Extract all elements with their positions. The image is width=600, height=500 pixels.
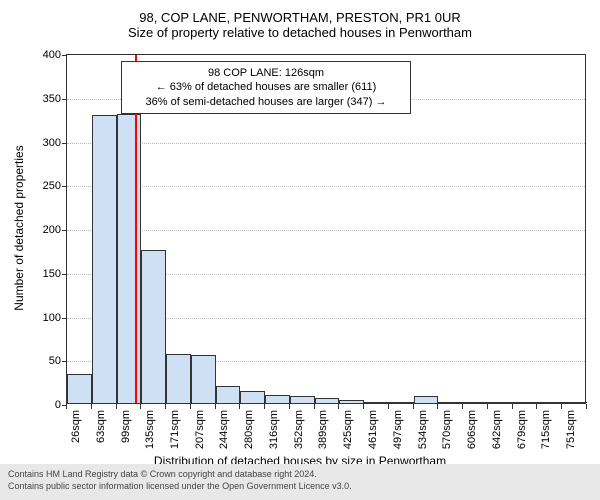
x-tick-mark xyxy=(165,404,166,409)
x-tick-mark xyxy=(388,404,389,409)
x-tick-mark xyxy=(289,404,290,409)
histogram-bar xyxy=(537,402,562,403)
x-tick-label: 497sqm xyxy=(392,410,404,449)
histogram-bar xyxy=(216,386,241,404)
callout-line-2: ← 63% of detached houses are smaller (61… xyxy=(128,80,404,94)
y-tick-label: 50 xyxy=(29,355,61,367)
histogram-bar xyxy=(265,395,290,403)
y-tick-mark xyxy=(62,361,67,362)
gridline xyxy=(67,143,585,144)
x-tick-label: 99sqm xyxy=(120,410,132,443)
histogram-bar xyxy=(191,355,216,403)
x-tick-label: 534sqm xyxy=(417,410,429,449)
y-tick-mark xyxy=(62,99,67,100)
x-tick-mark xyxy=(66,404,67,409)
x-tick-label: 606sqm xyxy=(466,410,478,449)
y-tick-mark xyxy=(62,55,67,56)
x-tick-label: 26sqm xyxy=(70,410,82,443)
gridline xyxy=(67,186,585,187)
x-tick-label: 751sqm xyxy=(565,410,577,449)
y-tick-label: 400 xyxy=(29,49,61,61)
x-tick-label: 280sqm xyxy=(243,410,255,449)
x-tick-mark xyxy=(462,404,463,409)
y-tick-mark xyxy=(62,274,67,275)
y-tick-mark xyxy=(62,143,67,144)
chart-title-sub: Size of property relative to detached ho… xyxy=(0,25,600,40)
y-tick-label: 150 xyxy=(29,268,61,280)
footer-line-1: Contains HM Land Registry data © Crown c… xyxy=(8,469,592,481)
x-tick-label: 425sqm xyxy=(342,410,354,449)
x-tick-label: 642sqm xyxy=(491,410,503,449)
histogram-bar xyxy=(513,402,538,403)
y-tick-label: 350 xyxy=(29,93,61,105)
x-tick-mark xyxy=(363,404,364,409)
chart-container: 98, COP LANE, PENWORTHAM, PRESTON, PR1 0… xyxy=(0,8,600,468)
histogram-bar xyxy=(463,402,488,403)
y-tick-mark xyxy=(62,186,67,187)
y-tick-label: 0 xyxy=(29,399,61,411)
y-tick-label: 250 xyxy=(29,180,61,192)
x-tick-label: 316sqm xyxy=(268,410,280,449)
histogram-bar xyxy=(315,398,340,403)
x-tick-label: 244sqm xyxy=(219,410,231,449)
histogram-bar xyxy=(240,391,265,403)
x-tick-mark xyxy=(314,404,315,409)
histogram-bar xyxy=(414,396,439,403)
x-tick-mark xyxy=(239,404,240,409)
x-tick-label: 715sqm xyxy=(540,410,552,449)
x-tick-mark xyxy=(561,404,562,409)
plot-area: 98 COP LANE: 126sqm ← 63% of detached ho… xyxy=(66,54,586,404)
gridline xyxy=(67,230,585,231)
histogram-bar xyxy=(339,400,364,404)
callout-line-1: 98 COP LANE: 126sqm xyxy=(128,66,404,80)
histogram-bar xyxy=(389,402,414,403)
chart-title-main: 98, COP LANE, PENWORTHAM, PRESTON, PR1 0… xyxy=(0,8,600,25)
x-tick-mark xyxy=(338,404,339,409)
histogram-bar xyxy=(141,250,166,403)
histogram-bar xyxy=(67,374,92,403)
x-tick-label: 352sqm xyxy=(293,410,305,449)
y-tick-label: 300 xyxy=(29,137,61,149)
y-tick-label: 200 xyxy=(29,224,61,236)
y-axis-label: Number of detached properties xyxy=(12,145,26,310)
x-tick-label: 679sqm xyxy=(516,410,528,449)
x-tick-mark xyxy=(586,404,587,409)
callout-box: 98 COP LANE: 126sqm ← 63% of detached ho… xyxy=(121,61,411,114)
histogram-bar xyxy=(438,402,463,403)
x-tick-mark xyxy=(437,404,438,409)
histogram-bar xyxy=(290,396,315,403)
footer-line-2: Contains public sector information licen… xyxy=(8,481,592,493)
histogram-bar xyxy=(364,402,389,403)
y-tick-mark xyxy=(62,230,67,231)
x-tick-mark xyxy=(487,404,488,409)
x-tick-label: 171sqm xyxy=(169,410,181,449)
x-tick-label: 63sqm xyxy=(95,410,107,443)
x-tick-label: 570sqm xyxy=(441,410,453,449)
x-tick-mark xyxy=(512,404,513,409)
x-tick-label: 135sqm xyxy=(144,410,156,449)
x-tick-label: 461sqm xyxy=(367,410,379,449)
x-tick-mark xyxy=(215,404,216,409)
callout-line-3: 36% of semi-detached houses are larger (… xyxy=(128,95,404,109)
footer: Contains HM Land Registry data © Crown c… xyxy=(0,464,600,500)
x-tick-mark xyxy=(140,404,141,409)
histogram-bar xyxy=(562,402,587,403)
x-tick-mark xyxy=(413,404,414,409)
x-tick-mark xyxy=(91,404,92,409)
histogram-bar xyxy=(117,114,142,403)
histogram-bar xyxy=(166,354,191,403)
y-tick-label: 100 xyxy=(29,312,61,324)
x-tick-label: 389sqm xyxy=(318,410,330,449)
x-tick-label: 207sqm xyxy=(194,410,206,449)
x-tick-mark xyxy=(190,404,191,409)
y-tick-mark xyxy=(62,318,67,319)
x-tick-mark xyxy=(116,404,117,409)
x-tick-mark xyxy=(536,404,537,409)
x-tick-mark xyxy=(264,404,265,409)
histogram-bar xyxy=(92,115,117,403)
histogram-bar xyxy=(488,402,513,403)
